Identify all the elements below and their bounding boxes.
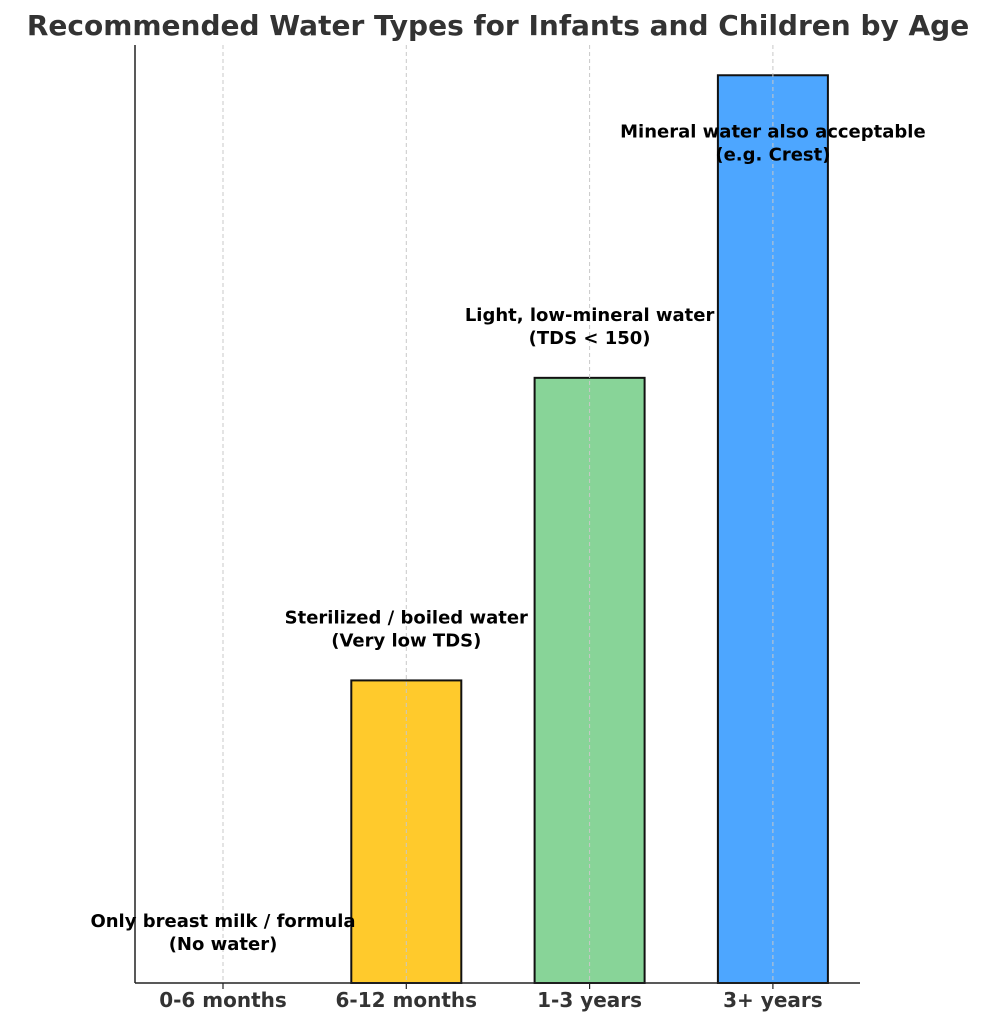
annotation-2: Sterilized / boiled water(Very low TDS) [285,607,528,651]
annotation-1: Only breast milk / formula(No water) [90,911,355,955]
annotation-line-1: Sterilized / boiled water [285,607,528,628]
x-tick-label: 3+ years [723,988,823,1012]
grid-layer [222,45,774,983]
annotation-line-1: Only breast milk / formula [90,911,355,932]
annotation-line-2: (e.g. Crest) [715,144,830,165]
annotation-line-2: (No water) [169,934,278,955]
bar-1-3-years [533,376,646,985]
x-tick-label: 1-3 years [537,988,642,1012]
annotation-3: Light, low-mineral water(TDS < 150) [465,305,715,349]
chart-title: Recommended Water Types for Infants and … [27,9,969,42]
x-tick-label: 0-6 months [159,988,287,1012]
annotation-4: Mineral water also acceptable(e.g. Crest… [620,121,926,165]
annotation-layer: Only breast milk / formula(No water) Ster… [90,121,925,955]
annotation-line-2: (TDS < 150) [529,328,651,349]
axis-layer [134,45,860,984]
tick-layer: 0-6 months 6-12 months 1-3 years 3+ years [159,983,823,1012]
annotation-line-1: Light, low-mineral water [465,305,715,326]
annotation-line-1: Mineral water also acceptable [620,121,926,142]
annotation-line-2: (Very low TDS) [331,630,481,651]
x-tick-label: 6-12 months [336,988,478,1012]
